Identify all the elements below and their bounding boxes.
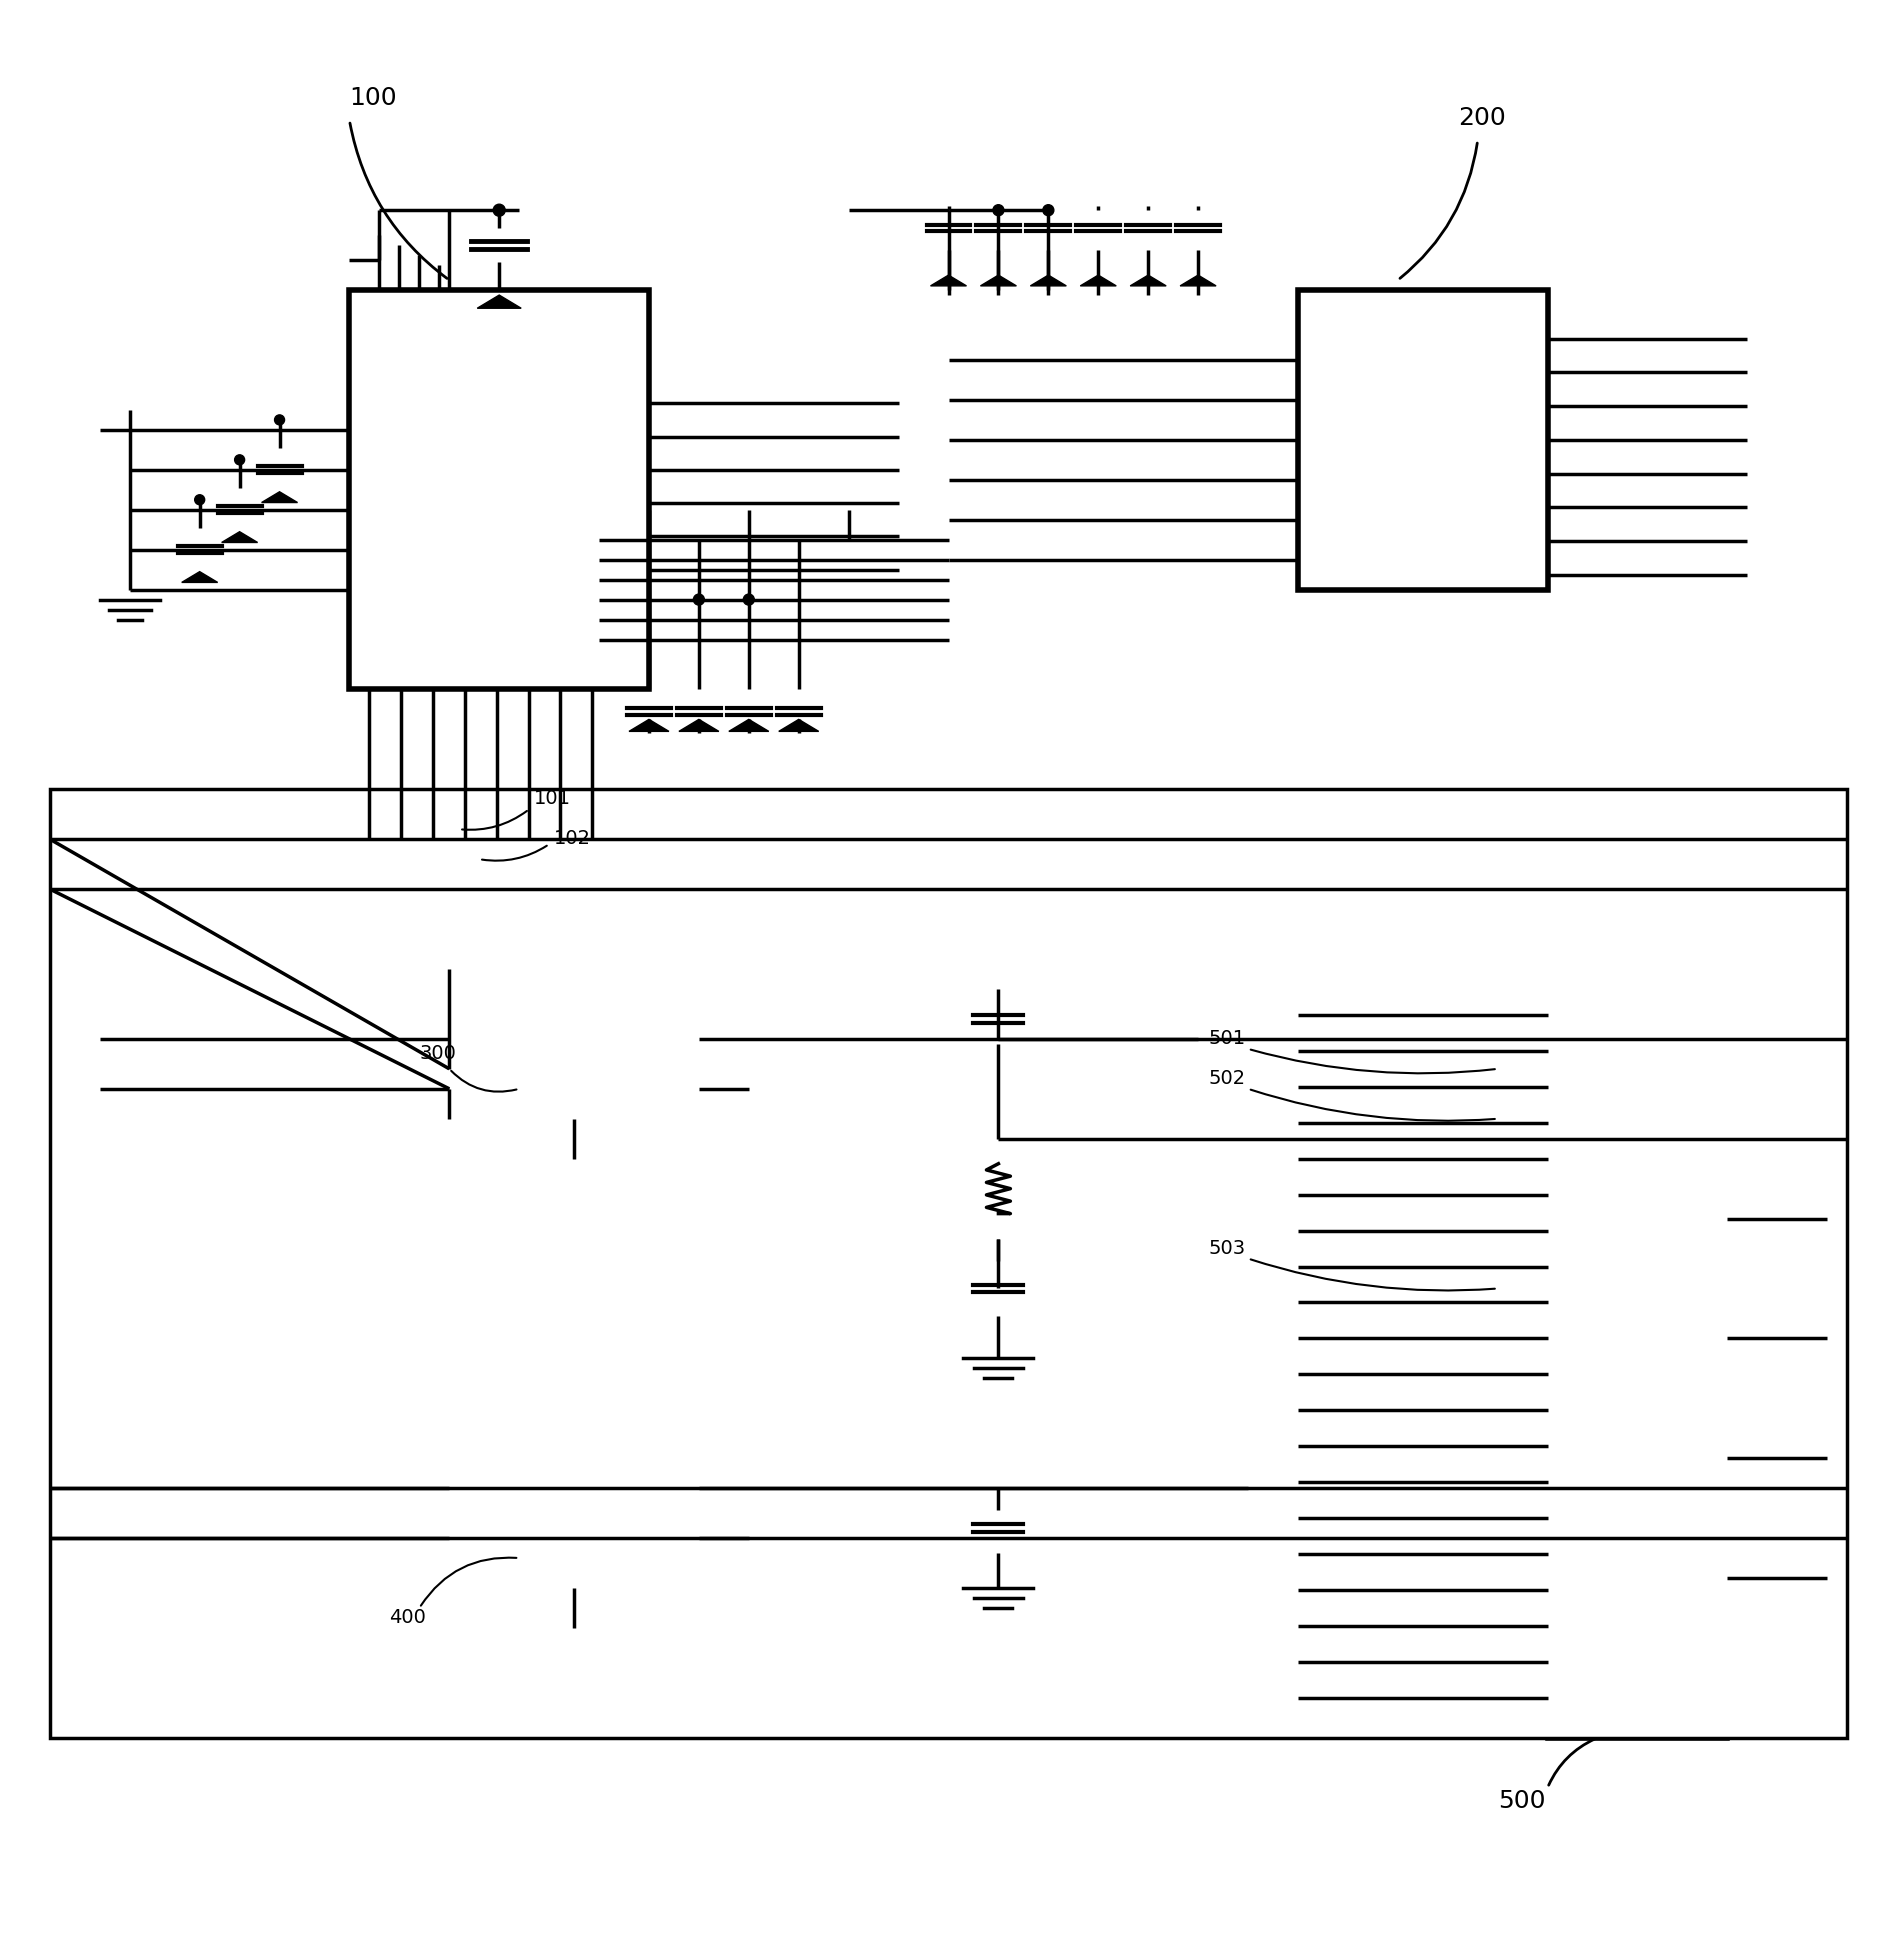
Polygon shape bbox=[931, 275, 966, 287]
Polygon shape bbox=[1180, 275, 1216, 287]
Circle shape bbox=[992, 1132, 1004, 1145]
Circle shape bbox=[992, 1033, 1004, 1045]
Polygon shape bbox=[478, 295, 522, 308]
Bar bbox=[349, 291, 649, 690]
Text: 400: 400 bbox=[389, 1609, 427, 1628]
Circle shape bbox=[275, 415, 285, 424]
Circle shape bbox=[992, 205, 1004, 215]
Polygon shape bbox=[630, 719, 670, 731]
Polygon shape bbox=[182, 572, 218, 583]
Polygon shape bbox=[222, 531, 258, 543]
Text: 500: 500 bbox=[1497, 1789, 1546, 1812]
Text: 100: 100 bbox=[349, 87, 396, 110]
Polygon shape bbox=[552, 1628, 596, 1641]
Text: 102: 102 bbox=[554, 829, 592, 849]
Text: 501: 501 bbox=[1208, 1029, 1244, 1048]
Polygon shape bbox=[679, 719, 719, 731]
Polygon shape bbox=[1131, 275, 1167, 287]
Polygon shape bbox=[552, 1159, 596, 1172]
Bar bbox=[1298, 291, 1548, 589]
Text: 200: 200 bbox=[1457, 107, 1506, 130]
Text: 101: 101 bbox=[535, 789, 571, 808]
Circle shape bbox=[195, 494, 205, 504]
Circle shape bbox=[694, 595, 704, 605]
Bar bbox=[450, 1438, 698, 1587]
Circle shape bbox=[744, 595, 755, 605]
Circle shape bbox=[1043, 205, 1055, 215]
Polygon shape bbox=[981, 275, 1017, 287]
Polygon shape bbox=[728, 719, 768, 731]
Polygon shape bbox=[262, 492, 298, 502]
Text: 502: 502 bbox=[1208, 1070, 1244, 1087]
Circle shape bbox=[235, 455, 245, 465]
Polygon shape bbox=[1030, 275, 1066, 287]
Polygon shape bbox=[780, 719, 820, 731]
Bar bbox=[450, 969, 698, 1118]
Polygon shape bbox=[1079, 275, 1115, 287]
Bar bbox=[49, 789, 1848, 1738]
Text: 300: 300 bbox=[419, 1045, 455, 1062]
Circle shape bbox=[493, 203, 505, 217]
Circle shape bbox=[992, 1483, 1004, 1494]
Text: 503: 503 bbox=[1208, 1238, 1244, 1258]
Polygon shape bbox=[977, 1064, 1021, 1078]
Bar bbox=[1548, 940, 1728, 1738]
